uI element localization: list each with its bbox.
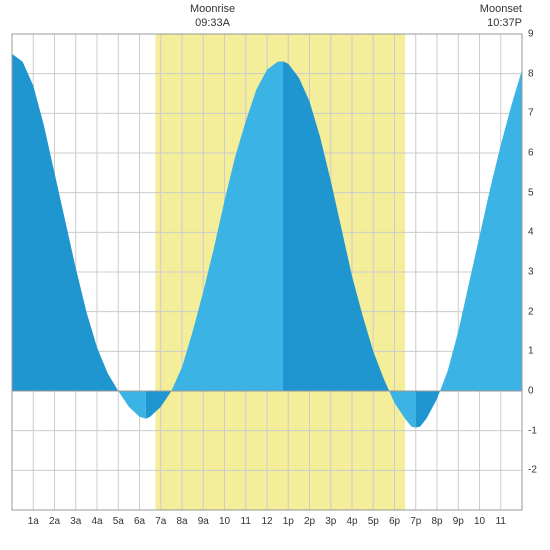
x-axis-label: 6p	[389, 516, 400, 527]
x-axis-label: 10	[474, 516, 485, 527]
tide-chart	[0, 0, 550, 550]
y-axis-label: 6	[528, 148, 534, 159]
y-axis-label: 9	[528, 29, 534, 40]
x-axis-label: 8p	[431, 516, 442, 527]
y-axis-label: 8	[528, 68, 534, 79]
x-axis-label: 5a	[113, 516, 124, 527]
x-axis-label: 7a	[155, 516, 166, 527]
y-axis-label: 0	[528, 386, 534, 397]
y-axis-label: -1	[528, 425, 537, 436]
x-axis-label: 9p	[453, 516, 464, 527]
x-axis-label: 6a	[134, 516, 145, 527]
x-axis-label: 5p	[368, 516, 379, 527]
x-axis-label: 8a	[176, 516, 187, 527]
x-axis-label: 4a	[91, 516, 102, 527]
y-axis-label: 5	[528, 187, 534, 198]
x-axis-label: 2a	[49, 516, 60, 527]
x-axis-label: 11	[496, 516, 506, 527]
x-axis-label: 1a	[28, 516, 39, 527]
y-axis-label: 1	[528, 346, 534, 357]
x-axis-label: 3a	[70, 516, 81, 527]
x-axis-label: 1p	[283, 516, 294, 527]
y-axis-label: 7	[528, 108, 534, 119]
x-axis-label: 12	[261, 516, 272, 527]
y-axis-label: 4	[528, 227, 534, 238]
x-axis-label: 10	[219, 516, 230, 527]
x-axis-label: 3p	[325, 516, 336, 527]
y-axis-label: 3	[528, 267, 534, 278]
y-axis-label: 2	[528, 306, 534, 317]
y-axis-label: -2	[528, 465, 537, 476]
x-axis-label: 7p	[410, 516, 421, 527]
x-axis-label: 11	[241, 516, 251, 527]
x-axis-label: 2p	[304, 516, 315, 527]
x-axis-label: 4p	[346, 516, 357, 527]
x-axis-label: 9a	[198, 516, 209, 527]
